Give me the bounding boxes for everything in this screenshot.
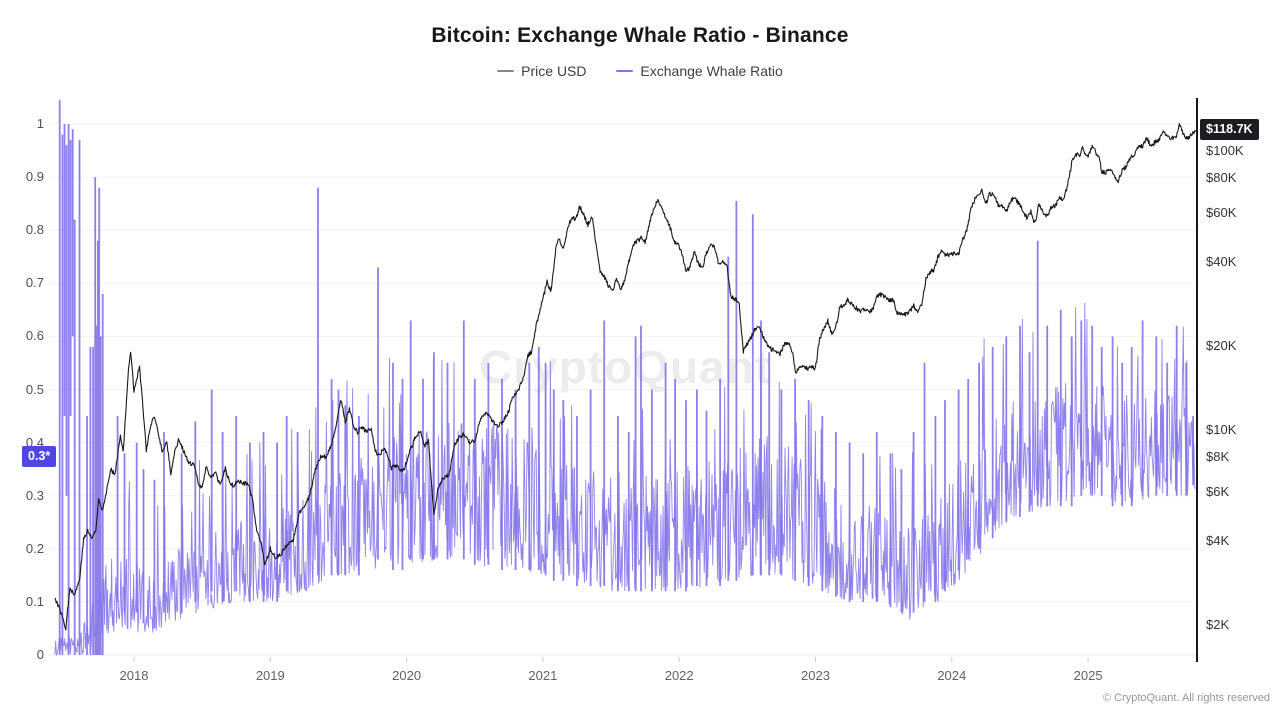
legend-item-price[interactable]: Price USD — [497, 63, 587, 79]
chart-title: Bitcoin: Exchange Whale Ratio - Binance — [431, 24, 849, 47]
y-axis-label-right: $4K — [1206, 533, 1230, 548]
y-axis-label-left: 0.5 — [25, 381, 44, 397]
y-axis-label-left: 0.2 — [25, 540, 44, 556]
x-axis-label: 2019 — [255, 668, 285, 683]
y-axis-label-right: $8K — [1206, 449, 1230, 465]
price-last-badge: $118.7K — [1200, 119, 1259, 141]
y-axis-label-left: 0.4 — [25, 434, 44, 450]
legend-label-whale-ratio: Exchange Whale Ratio — [640, 63, 783, 79]
y-axis-label-right: $20K — [1206, 338, 1237, 353]
x-axis-label: 2020 — [392, 668, 422, 683]
y-axis-label-left: 0.8 — [25, 222, 44, 238]
y-axis-label-left: 1 — [36, 116, 44, 131]
legend-item-whale-ratio[interactable]: Exchange Whale Ratio — [616, 63, 783, 79]
whale-ratio-spikes — [58, 100, 1194, 655]
whale-ratio-line-swatch-icon — [616, 69, 634, 72]
price-line-swatch-icon — [497, 69, 515, 72]
x-axis-label: 2022 — [664, 668, 694, 683]
x-axis-label: 2025 — [1073, 668, 1103, 683]
y-axis-label-right: $100K — [1206, 142, 1244, 158]
price-series — [54, 122, 1197, 631]
x-axis-label: 2024 — [937, 668, 967, 683]
y-axis-label-right: $80K — [1206, 170, 1237, 186]
y-axis-label-left: 0.6 — [25, 328, 44, 344]
x-axis-label: 2023 — [801, 668, 830, 683]
copyright-text: © CryptoQuant. All rights reserved — [1102, 692, 1270, 704]
whale-ratio-series — [54, 302, 1196, 657]
y-axis-label-left: 0 — [36, 647, 44, 662]
ratio-last-badge: 0.3* — [22, 445, 57, 467]
y-axis-label-right: $2K — [1206, 617, 1230, 632]
y-axis-label-left: 0.9 — [25, 169, 44, 185]
y-axis-label-left: 0.1 — [25, 593, 44, 609]
y-axis-label-left: 0.3 — [25, 487, 44, 503]
legend-label-price: Price USD — [521, 63, 587, 79]
x-axis-label: 2018 — [119, 668, 149, 683]
y-axis-label-left: 0.7 — [25, 275, 44, 291]
y-axis-label-right: $10K — [1206, 421, 1237, 437]
y-axis-label-right: $60K — [1206, 204, 1237, 220]
chart-legend: Price USD Exchange Whale Ratio — [0, 63, 1280, 79]
x-axis-label: 2021 — [528, 668, 558, 683]
y-axis-label-right: $6K — [1206, 483, 1230, 499]
y-axis-label-right: $40K — [1206, 254, 1237, 269]
